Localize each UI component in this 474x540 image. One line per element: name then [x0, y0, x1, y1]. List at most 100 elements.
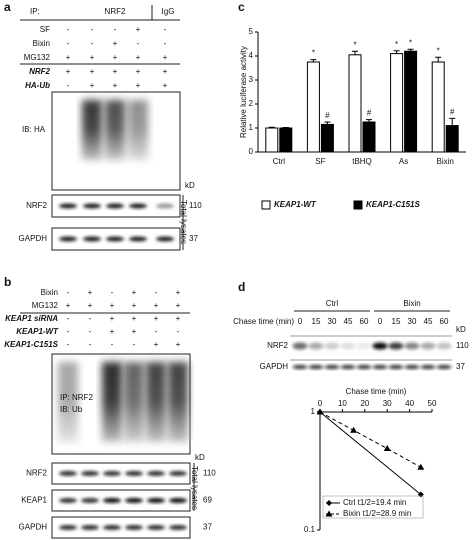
sign: +: [163, 81, 168, 90]
sign: +: [136, 81, 141, 90]
legend-swatch: [261, 200, 271, 210]
kd-label: kD: [195, 453, 205, 462]
time-label: 60: [360, 317, 369, 326]
blot-band: [125, 498, 143, 503]
blot-label: IB: Ub: [60, 405, 83, 414]
sign: +: [113, 67, 118, 76]
blot-band: [356, 342, 372, 350]
blot-smear: [82, 100, 102, 160]
sign: +: [113, 81, 118, 90]
error-bar: [352, 50, 358, 55]
sign: +: [176, 314, 181, 323]
blot-band: [156, 236, 174, 242]
error-bar: [324, 121, 331, 125]
blot-band: [83, 236, 101, 242]
blot-band: [129, 236, 147, 242]
blot-band: [81, 471, 99, 476]
blot-band: [324, 342, 340, 350]
blot-label: IP: NRF2: [60, 393, 93, 402]
band-label: KEAP1: [21, 496, 47, 505]
annotation: *: [437, 46, 440, 55]
chase-label: Chase time (min): [233, 317, 294, 326]
blot-band: [59, 471, 77, 476]
blot-band: [106, 236, 124, 242]
blot-smear: [146, 362, 166, 442]
bar: [306, 61, 320, 153]
blot-band: [420, 342, 436, 350]
sign: +: [90, 81, 95, 90]
time-label: 30: [408, 317, 417, 326]
band-label: NRF2: [267, 341, 288, 350]
band-kd: 110: [203, 469, 216, 478]
ip-group: IgG: [162, 7, 175, 16]
x-tick-label: tBHQ: [352, 157, 372, 166]
group-label: Bixin: [403, 299, 420, 308]
blot-band: [292, 365, 308, 369]
blot-band: [59, 525, 77, 530]
sign: +: [176, 340, 181, 349]
row-label: MG132: [24, 53, 51, 62]
blot-band: [420, 365, 436, 369]
row-label: MG132: [32, 301, 59, 310]
y-tick-label: 0: [249, 147, 254, 156]
sign: +: [154, 301, 159, 310]
error-bar: [435, 56, 442, 62]
x-tick-label: 20: [360, 399, 369, 408]
sign: -: [164, 39, 167, 48]
row-label: KEAP1-C151S: [4, 340, 58, 349]
blot-band: [436, 365, 452, 369]
blot-band: [292, 342, 308, 350]
sign: -: [67, 39, 70, 48]
blot-band: [81, 498, 99, 503]
sign: -: [155, 327, 158, 336]
blot-band: [169, 498, 187, 503]
y-tick-label: 0.1: [304, 525, 316, 534]
sign: -: [67, 81, 70, 90]
band-kd: 37: [203, 523, 212, 532]
sign: +: [132, 327, 137, 336]
marker: [350, 426, 358, 433]
bar: [348, 54, 362, 153]
legend-frame: [322, 495, 424, 519]
sign: -: [177, 327, 180, 336]
x-tick-label: 50: [428, 399, 437, 408]
band-kd: 110: [456, 341, 469, 350]
sign: +: [66, 53, 71, 62]
time-label: 30: [328, 317, 337, 326]
blot-band: [169, 525, 187, 530]
sign: -: [67, 288, 70, 297]
blot-band: [356, 365, 372, 369]
row-label: KEAP1-WT: [16, 327, 59, 336]
kd-label: kD: [185, 181, 195, 190]
row-label: SF: [40, 25, 50, 34]
sign: +: [113, 53, 118, 62]
marker: [417, 463, 425, 470]
blot-band: [103, 471, 121, 476]
sign: +: [154, 340, 159, 349]
sign: -: [114, 25, 117, 34]
sign: +: [90, 53, 95, 62]
error-bar: [449, 117, 456, 126]
sign: -: [67, 314, 70, 323]
time-label: 60: [440, 317, 449, 326]
marker: [325, 510, 333, 517]
panel-label: b: [4, 275, 11, 289]
blot-band: [59, 203, 77, 209]
blot-band: [81, 525, 99, 530]
sign: -: [89, 327, 92, 336]
legend-label: KEAP1-WT: [274, 200, 317, 209]
sign: +: [113, 39, 118, 48]
y-tick-label: 4: [249, 51, 254, 60]
blot-band: [340, 365, 356, 369]
blot-band: [388, 342, 404, 350]
blot-band: [59, 236, 77, 242]
time-label: 15: [312, 317, 321, 326]
sign: +: [132, 314, 137, 323]
sign: +: [88, 288, 93, 297]
error-bar: [407, 48, 414, 52]
blot-label: IB: HA: [22, 125, 46, 134]
sign: -: [67, 25, 70, 34]
sign: -: [91, 39, 94, 48]
